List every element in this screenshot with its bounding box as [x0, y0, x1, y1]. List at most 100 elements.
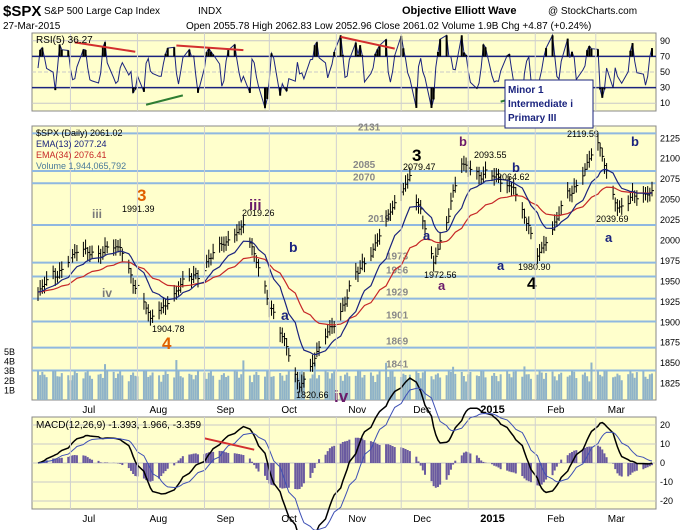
macd-histogram-bar: [127, 463, 130, 469]
volume-bar: [581, 374, 584, 400]
macd-tick-label: 10: [660, 439, 670, 449]
volume-bar: [99, 373, 102, 400]
macd-histogram-bar: [300, 463, 303, 487]
macd-histogram-bar: [255, 463, 258, 469]
volume-tick-label: 4B: [4, 357, 15, 367]
macd-histogram-bar: [220, 450, 223, 463]
macd-histogram-bar: [538, 463, 541, 486]
macd-histogram-bar: [434, 463, 437, 488]
macd-histogram-bar: [188, 454, 191, 463]
macd-histogram-bar: [527, 463, 530, 482]
volume-bar: [188, 373, 191, 400]
volume-bar: [86, 370, 89, 400]
macd-histogram-bar: [166, 463, 169, 469]
legend-volume: Volume 1,944,065,792: [36, 161, 126, 171]
macd-tick-label: -10: [660, 477, 673, 487]
volume-bar: [242, 360, 245, 400]
macd-histogram-bar: [497, 463, 500, 468]
macd-histogram-bar: [318, 459, 321, 463]
macd-histogram-bar: [432, 463, 435, 487]
macd-histogram-bar: [586, 446, 589, 463]
volume-bar: [356, 370, 359, 400]
macd-histogram-bar: [356, 437, 359, 463]
volume-bar: [651, 373, 653, 400]
volume-bar: [84, 372, 87, 400]
macd-histogram-bar: [251, 461, 254, 463]
rsi-tick-label: 30: [660, 83, 670, 93]
symbol: $SPX: [3, 3, 41, 20]
volume-bar: [614, 376, 617, 400]
macd-histogram-bar: [378, 444, 381, 463]
volume-bar: [326, 372, 329, 400]
macd-histogram-bar: [54, 458, 57, 463]
macd-histogram-bar: [253, 463, 256, 466]
level-label: 2085: [353, 160, 376, 171]
macd-histogram-bar: [449, 463, 452, 470]
macd-histogram-bar: [212, 451, 215, 463]
macd-histogram-bar: [646, 463, 649, 468]
volume-bar: [359, 371, 362, 400]
volume-bar: [344, 374, 346, 400]
volume-bar: [318, 375, 321, 400]
volume-bar: [465, 381, 468, 400]
price-tick-label: 1850: [660, 358, 680, 368]
macd-histogram-bar: [512, 463, 515, 473]
wave-label: iii: [92, 207, 102, 221]
volume-bar: [192, 379, 195, 400]
macd-histogram-bar: [583, 447, 586, 463]
x-tick-label-lower: Sep: [216, 514, 234, 525]
macd-histogram-bar: [651, 463, 653, 466]
x-tick-label-upper: Jul: [82, 405, 95, 416]
volume-tick-label: 5B: [4, 347, 15, 357]
price-tick-label: 2100: [660, 154, 680, 164]
chart-title: Objective Elliott Wave: [402, 5, 517, 17]
macd-histogram-bar: [173, 463, 176, 466]
volume-bar: [536, 374, 539, 400]
macd-histogram-bar: [568, 453, 571, 463]
rsi-trend-line: [340, 35, 395, 50]
volume-bar: [616, 373, 619, 400]
volume-bar: [270, 376, 273, 400]
macd-histogram-bar: [620, 463, 623, 477]
volume-bar: [302, 376, 305, 400]
macd-histogram-bar: [359, 438, 362, 463]
macd-histogram-bar: [629, 463, 632, 475]
volume-bar: [369, 372, 372, 400]
volume-bar: [560, 372, 563, 400]
macd-histogram-bar: [145, 463, 148, 481]
rsi-tick-label: 90: [660, 36, 670, 46]
macd-histogram-bar: [635, 463, 638, 471]
macd-histogram-bar: [523, 463, 526, 479]
macd-histogram-bar: [56, 458, 59, 463]
box-line-2: Intermediate i: [508, 99, 573, 110]
pivot-price-label: 2093.55: [474, 150, 507, 160]
volume-bar: [129, 374, 132, 400]
pivot-price-label: 2079.47: [403, 162, 436, 172]
volume-bar: [551, 371, 554, 400]
macd-histogram-bar: [281, 463, 284, 489]
wave-count-box: Minor 1 Intermediate i Primary III: [504, 79, 594, 129]
volume-bar: [205, 378, 208, 400]
volume-bar: [225, 377, 228, 400]
quote-line: Open 2055.78 High 2062.83 Low 2052.96 Cl…: [186, 21, 591, 32]
volume-bar: [220, 374, 223, 400]
volume-bar: [279, 373, 282, 400]
wave-label: 4: [162, 334, 172, 353]
macd-histogram-bar: [58, 458, 61, 463]
volume-bar: [160, 381, 163, 400]
volume-bar: [121, 375, 124, 400]
volume-bar: [181, 377, 184, 400]
macd-histogram-bar: [225, 452, 228, 463]
volume-bar: [568, 375, 571, 400]
volume-bar: [212, 375, 215, 400]
x-tick-label-upper: Sep: [216, 405, 234, 416]
date: 27-Mar-2015: [3, 21, 61, 32]
volume-bar: [439, 377, 442, 400]
volume-bar: [324, 370, 327, 400]
price-tick-label: 1825: [660, 379, 680, 389]
volume-bar: [315, 378, 318, 400]
volume-bar: [272, 376, 275, 400]
pivot-price-label: 2039.69: [596, 214, 629, 224]
macd-histogram-bar: [436, 463, 439, 488]
macd-histogram-bar: [393, 447, 396, 463]
